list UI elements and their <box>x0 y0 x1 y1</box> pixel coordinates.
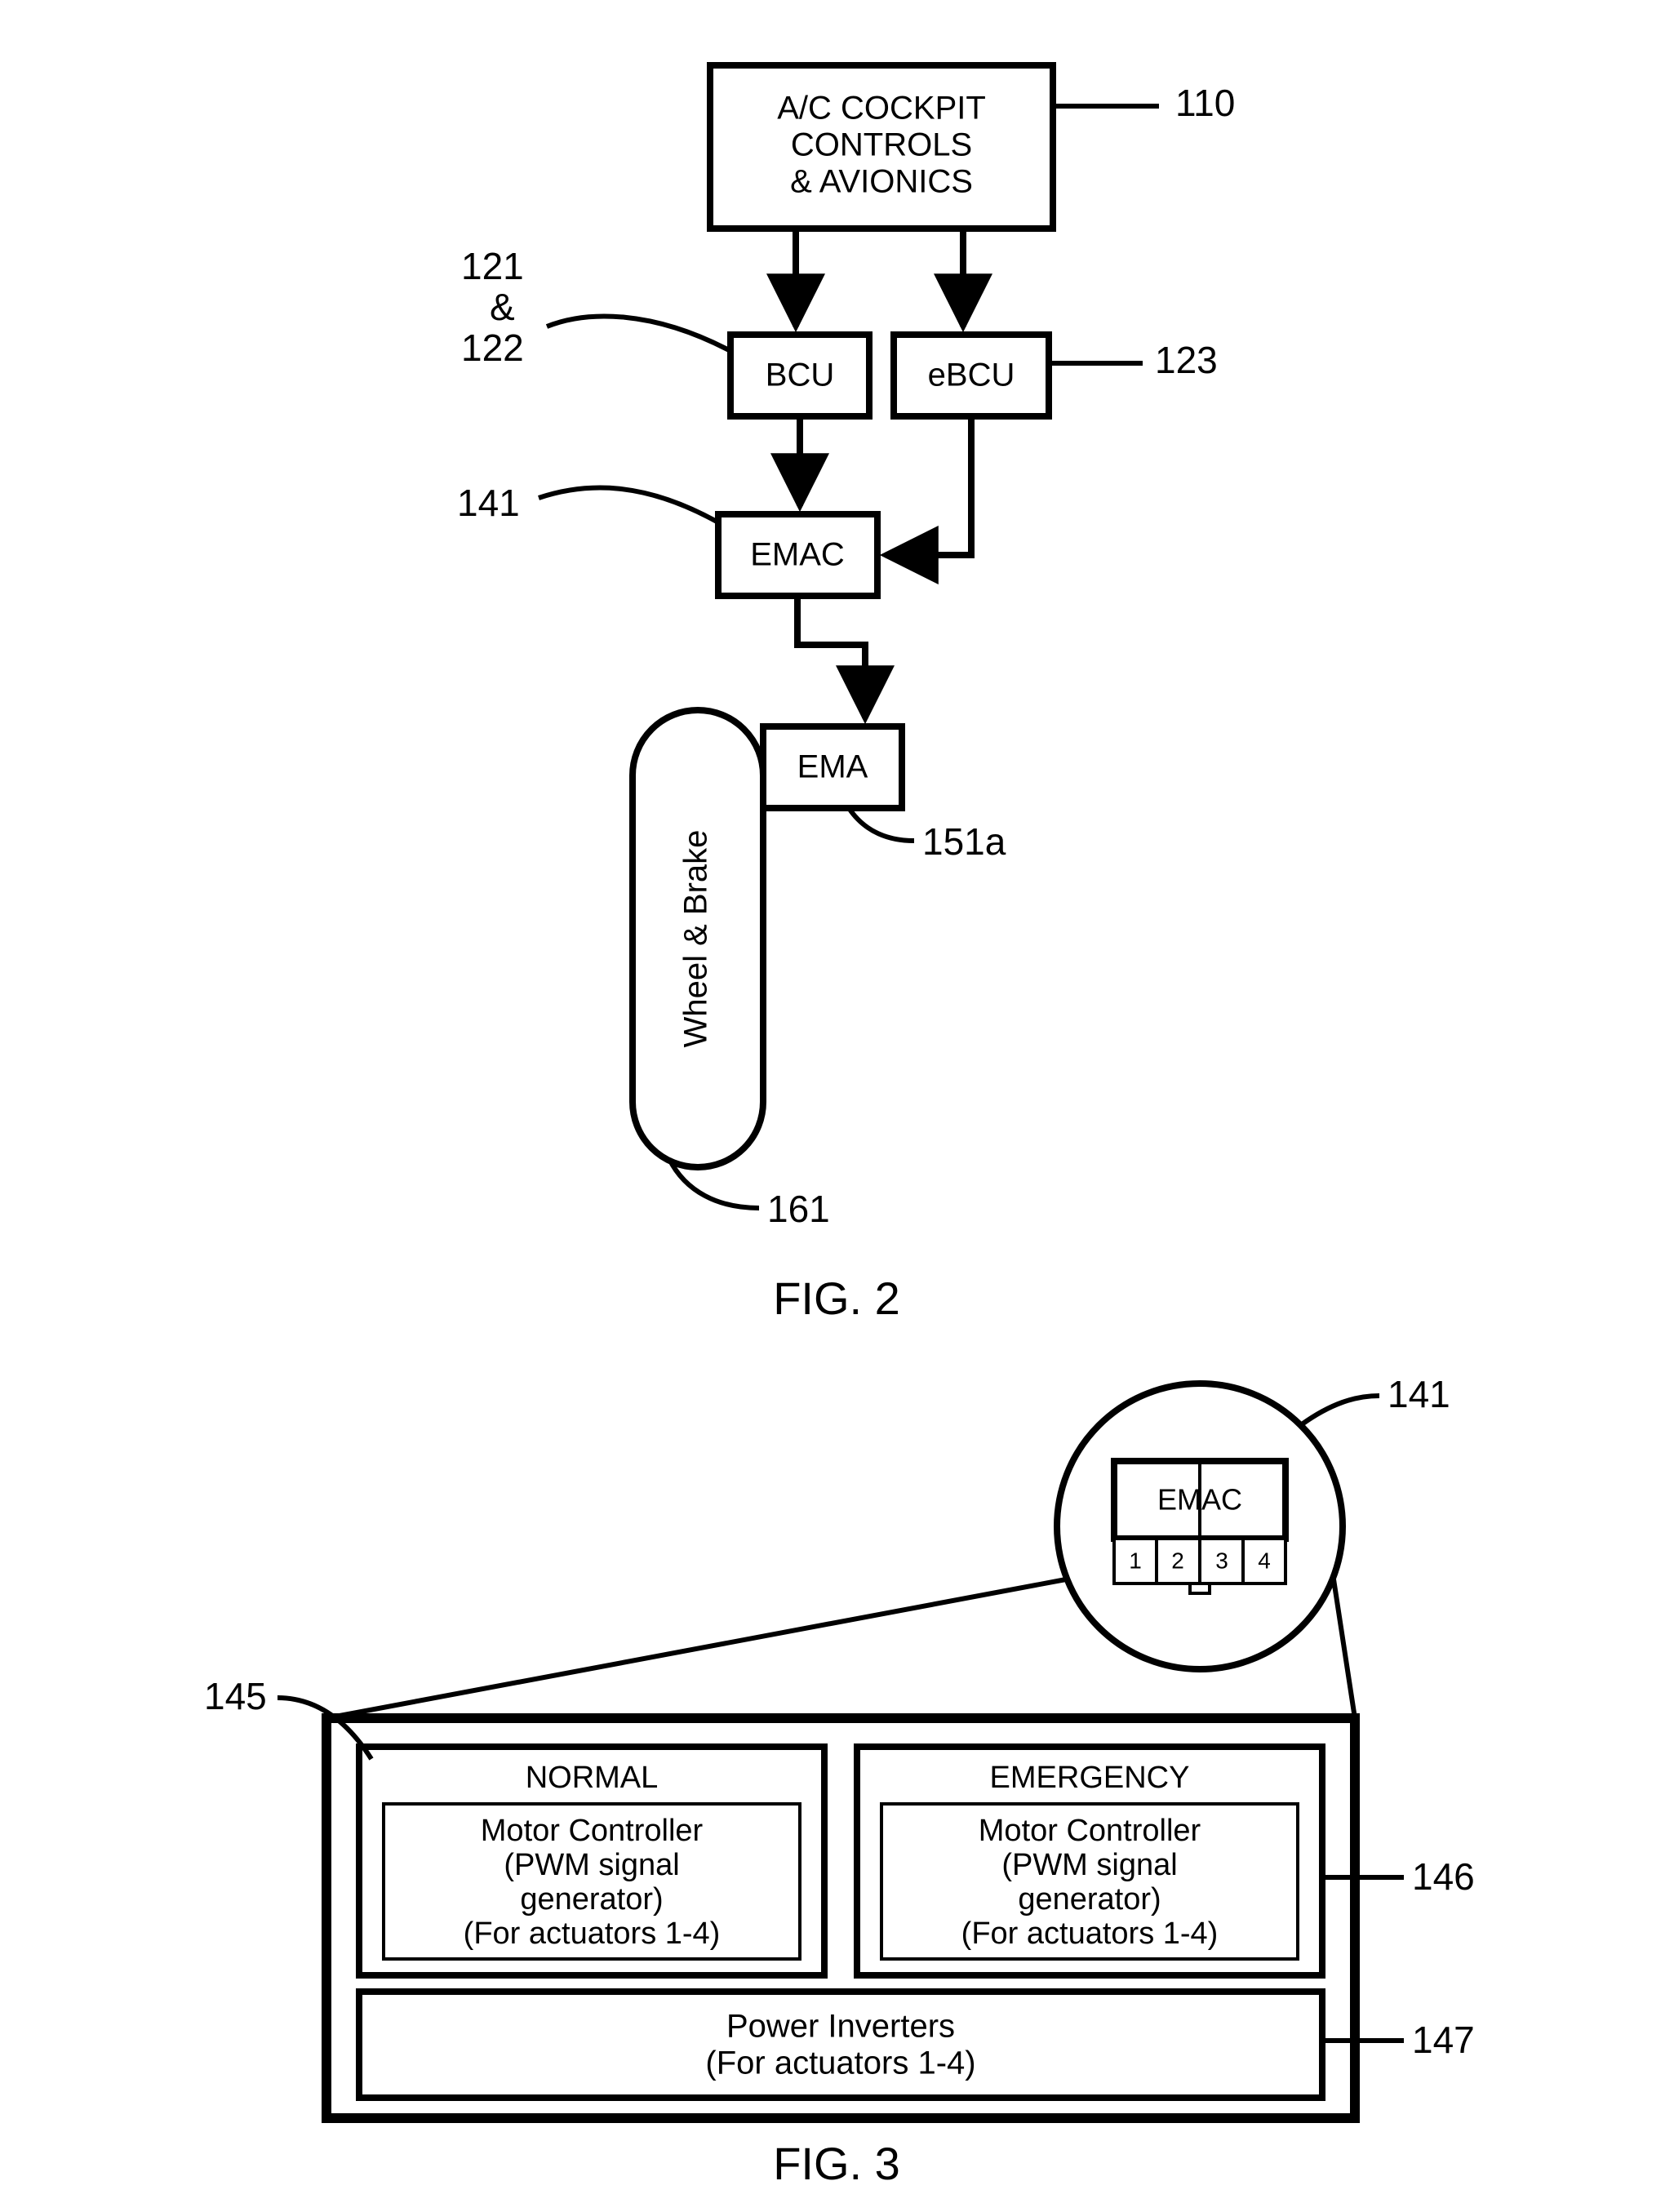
svg-text:2: 2 <box>1171 1548 1184 1573</box>
circle-ref-leader <box>1302 1396 1379 1424</box>
cockpit-box: A/C COCKPIT CONTROLS & AVIONICS <box>710 65 1053 229</box>
ema-ref-leader <box>849 808 914 841</box>
projection-line-right <box>1334 1579 1355 1718</box>
normal-ref-label: 145 <box>204 1675 267 1717</box>
emac-ref-leader <box>539 488 718 522</box>
emergency-ref-label: 146 <box>1412 1855 1475 1898</box>
svg-text:(For actuators 1-4): (For actuators 1-4) <box>705 2045 975 2081</box>
svg-text:& AVIONICS: & AVIONICS <box>790 164 973 200</box>
wheel-brake-shape: Wheel & Brake <box>633 710 763 1167</box>
svg-text:generator): generator) <box>520 1882 663 1917</box>
svg-text:Wheel & Brake: Wheel & Brake <box>678 830 714 1048</box>
bcu-ref-label-amp: & <box>490 286 515 328</box>
svg-text:NORMAL: NORMAL <box>526 1761 659 1795</box>
normal-column: NORMAL Motor Controller (PWM signal gene… <box>359 1747 824 1975</box>
inverters-ref-label: 147 <box>1412 2019 1475 2061</box>
arrow-emac-ema <box>797 596 865 718</box>
ebcu-box: eBCU <box>894 335 1049 416</box>
emac-callout-circle: EMAC 1 2 3 4 <box>1057 1384 1343 1669</box>
svg-text:EMA: EMA <box>797 749 868 785</box>
ema-ref-label: 151a <box>922 820 1006 863</box>
ebcu-ref-label: 123 <box>1155 339 1218 381</box>
fig3-title: FIG. 3 <box>773 2138 900 2189</box>
svg-text:(PWM signal: (PWM signal <box>1001 1848 1177 1882</box>
svg-text:eBCU: eBCU <box>928 358 1015 393</box>
emac-box: EMAC <box>718 514 877 596</box>
arrow-ebcu-emac <box>886 416 971 555</box>
wheel-ref-label: 161 <box>767 1188 830 1230</box>
svg-text:generator): generator) <box>1018 1882 1161 1917</box>
svg-text:A/C COCKPIT: A/C COCKPIT <box>777 91 986 127</box>
svg-text:1: 1 <box>1129 1548 1142 1573</box>
svg-text:EMERGENCY: EMERGENCY <box>990 1761 1190 1795</box>
bcu-ref-label-2: 122 <box>461 326 524 369</box>
svg-text:Motor Controller: Motor Controller <box>481 1814 704 1848</box>
projection-line-left <box>326 1579 1066 1718</box>
svg-text:(For actuators 1-4): (For actuators 1-4) <box>464 1917 721 1951</box>
svg-text:(For actuators 1-4): (For actuators 1-4) <box>961 1917 1219 1951</box>
svg-text:EMAC: EMAC <box>750 537 845 573</box>
power-inverters-box: Power Inverters (For actuators 1-4) <box>359 1992 1322 2098</box>
bcu-ref-label-1: 121 <box>461 245 524 287</box>
svg-text:BCU: BCU <box>766 358 834 393</box>
svg-text:(PWM signal: (PWM signal <box>504 1848 679 1882</box>
svg-text:4: 4 <box>1258 1548 1271 1573</box>
circle-ref-label: 141 <box>1388 1373 1450 1415</box>
svg-text:Motor Controller: Motor Controller <box>979 1814 1201 1848</box>
emac-ref-label: 141 <box>457 482 520 524</box>
svg-text:3: 3 <box>1215 1548 1228 1573</box>
svg-text:Power Inverters: Power Inverters <box>726 2009 955 2045</box>
svg-text:CONTROLS: CONTROLS <box>791 127 972 163</box>
ema-box: EMA <box>763 726 902 808</box>
svg-text:EMAC: EMAC <box>1157 1483 1242 1517</box>
bcu-ref-leader <box>547 317 730 351</box>
cockpit-ref-label: 110 <box>1175 82 1235 124</box>
emergency-column: EMERGENCY Motor Controller (PWM signal g… <box>857 1747 1322 1975</box>
fig2-title: FIG. 2 <box>773 1273 900 1324</box>
bcu-box: BCU <box>730 335 869 416</box>
